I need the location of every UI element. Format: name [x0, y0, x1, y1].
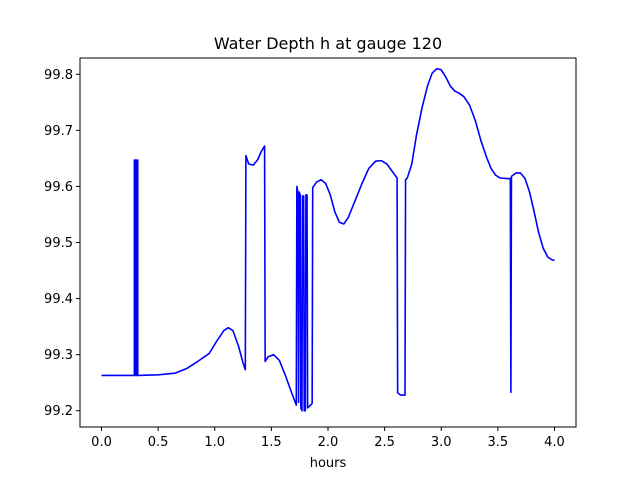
y-tick-label: 99.6 — [44, 180, 73, 195]
y-tick-label: 99.4 — [44, 292, 73, 307]
y-tick-label: 99.8 — [44, 68, 73, 83]
x-tick-label: 2.0 — [318, 435, 339, 450]
x-tick-label: 1.5 — [261, 435, 282, 450]
axis-ticks: 0.0 0.5 1.0 1.5 2.0 2.5 3.0 3.5 4.0 99.2 99.3 99.4 9… — [44, 68, 565, 450]
plot-area — [101, 67, 555, 412]
x-axis-label: hours — [310, 456, 347, 471]
x-tick-label: 4.0 — [544, 435, 565, 450]
y-tick-label: 99.3 — [44, 348, 73, 363]
chart-title: Water Depth h at gauge 120 — [214, 34, 442, 53]
x-tick-label: 3.5 — [488, 435, 509, 450]
x-tick-label: 1.0 — [204, 435, 225, 450]
x-tick-label: 2.5 — [374, 435, 395, 450]
x-tick-label: 3.0 — [431, 435, 452, 450]
y-tick-label: 99.2 — [44, 404, 73, 419]
x-tick-label: 0.0 — [91, 435, 112, 450]
x-tick-label: 0.5 — [148, 435, 169, 450]
series-line — [101, 67, 555, 412]
y-tick-label: 99.7 — [44, 124, 73, 139]
y-tick-label: 99.5 — [44, 236, 73, 251]
axes-frame — [79, 57, 577, 428]
